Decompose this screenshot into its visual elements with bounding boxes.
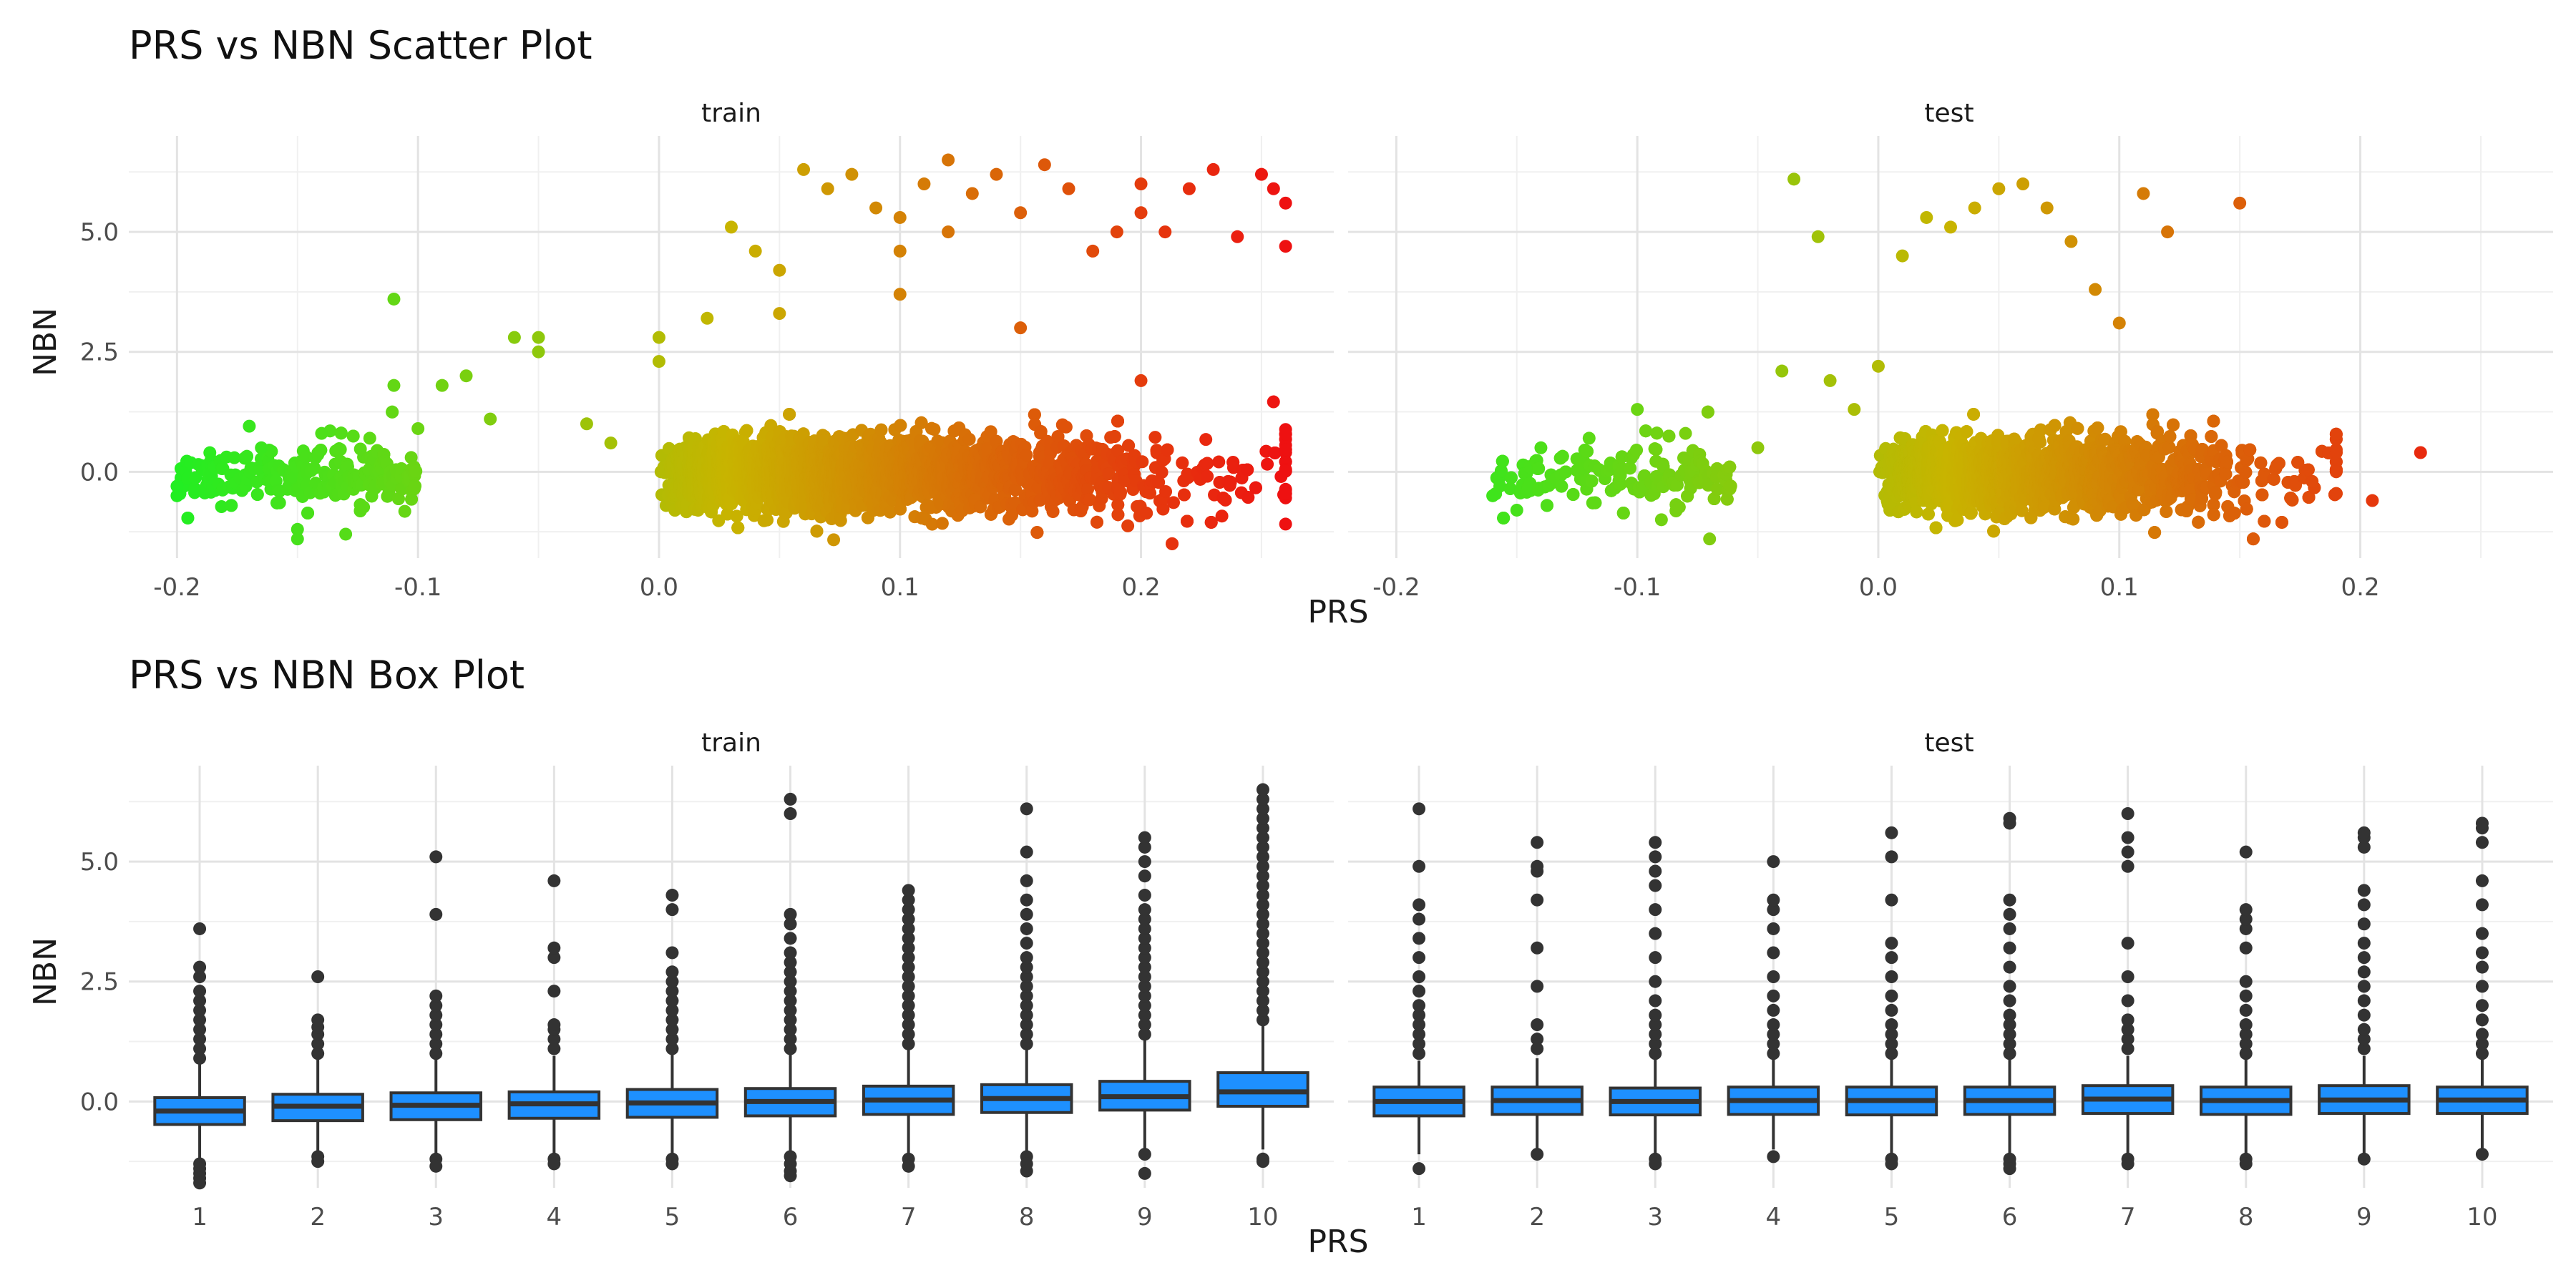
- scatter-point: [874, 423, 888, 436]
- scatter-point: [228, 451, 241, 464]
- scatter-point: [398, 504, 411, 518]
- scatter-point: [273, 496, 286, 509]
- scatter-point: [894, 419, 907, 432]
- scatter-point: [935, 517, 949, 530]
- scatter-facet-test-strip: test: [1924, 99, 1974, 128]
- scatter-point: [731, 521, 745, 535]
- scatter-point: [225, 499, 238, 512]
- scatter-point: [386, 405, 399, 419]
- scatter-point: [1059, 420, 1073, 434]
- scatter-point: [334, 426, 348, 440]
- scatter-point: [1030, 526, 1044, 540]
- scatter-point: [1091, 515, 1104, 529]
- scatter-point: [215, 500, 228, 514]
- scatter-point: [834, 514, 847, 527]
- scatter-point: [1046, 504, 1060, 518]
- scatter-point: [301, 506, 315, 519]
- scatter-point: [308, 462, 321, 475]
- x-tick-label: 0.0: [640, 573, 678, 602]
- scatter-point: [783, 407, 796, 421]
- scatter-point: [188, 482, 202, 495]
- scatter-panel-train: -0.2 -0.1 0.0 0.1 0.2 0.0 2.5 5.0: [80, 136, 1334, 602]
- scatter-point: [760, 513, 774, 527]
- x-tick-label: -0.2: [153, 573, 200, 602]
- scatter-point: [314, 444, 328, 457]
- y-tick-label: 2.5: [80, 338, 119, 367]
- scatter-point: [346, 429, 360, 443]
- scatter-point: [408, 479, 421, 493]
- scatter-point: [240, 449, 253, 463]
- scatter-point: [1005, 508, 1018, 522]
- x-tick-label: -0.1: [394, 573, 441, 602]
- x-tick-label: 0.1: [881, 573, 919, 602]
- scatter-point: [810, 525, 824, 538]
- scatter-point: [827, 533, 841, 547]
- scatter-point: [927, 423, 941, 436]
- x-tick-label: 0.2: [1122, 573, 1161, 602]
- scatter-point: [740, 424, 753, 437]
- scatter-plot-section: PRS vs NBN Scatter Plot train test -0.2-…: [27, 23, 2553, 630]
- y-tick-label: 5.0: [80, 218, 119, 247]
- scatter-point: [333, 443, 347, 457]
- scatter-facet-train-strip: train: [701, 99, 761, 128]
- scatter-point: [409, 464, 423, 478]
- scatter-point: [962, 432, 976, 446]
- scatter-point: [1020, 448, 1033, 462]
- scatter-point: [250, 488, 264, 502]
- y-tick-label: 0.0: [80, 458, 119, 487]
- scatter-point: [265, 444, 278, 458]
- scatter-point: [357, 500, 371, 514]
- scatter-plot-title: PRS vs NBN Scatter Plot: [129, 23, 592, 68]
- scatter-point: [181, 511, 195, 525]
